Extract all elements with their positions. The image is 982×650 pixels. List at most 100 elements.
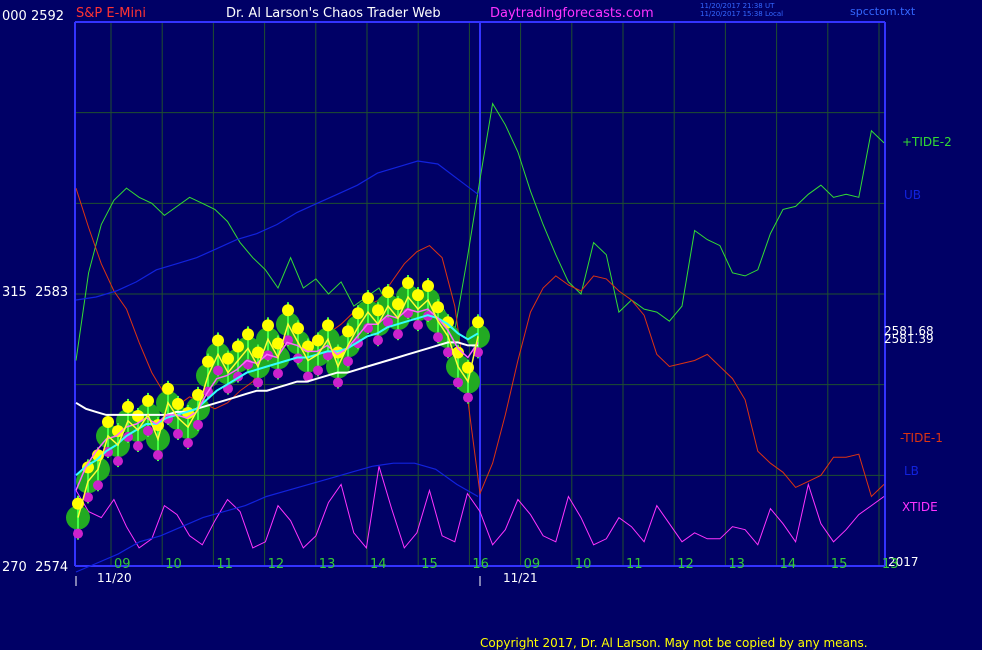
high-dot	[252, 346, 264, 359]
label-tide2: +TIDE-2	[902, 135, 952, 149]
high-dot	[212, 334, 224, 347]
low-dot	[463, 392, 473, 403]
y-label-mid: 315 2583	[2, 285, 68, 300]
low-dot	[453, 377, 463, 388]
low-dot	[133, 441, 143, 451]
hour-tick-label: 13	[728, 557, 745, 572]
lower-band-line	[75, 462, 479, 573]
high-dot	[402, 277, 414, 290]
high-dot	[132, 410, 144, 422]
copyright: Copyright 2017, Dr. Al Larson. May not b…	[480, 636, 868, 650]
date-label-2: 11/21	[503, 571, 538, 585]
high-dot	[392, 298, 404, 311]
axes	[74, 21, 886, 586]
timestamp-local: 11/20/2017 15:38 Local	[700, 10, 783, 18]
year-label: 2017	[888, 555, 919, 569]
low-dot	[193, 419, 203, 430]
y-label-bottom: 270 2574	[2, 560, 68, 575]
timestamp-utc: 11/20/2017 21:38 UT	[700, 2, 775, 10]
low-dot	[273, 368, 283, 379]
low-dot	[253, 377, 263, 388]
high-dot	[282, 304, 294, 317]
low-dot	[153, 450, 163, 461]
price-label-high: 2581.68	[884, 324, 934, 338]
high-dot	[372, 304, 384, 317]
hour-tick-label: 14	[780, 557, 797, 572]
high-dot	[232, 340, 244, 353]
high-dot	[352, 307, 364, 320]
high-dot	[222, 352, 234, 365]
hour-tick-label: 12	[268, 557, 285, 572]
high-dot	[442, 316, 454, 329]
high-dot	[342, 325, 354, 338]
file-label: spcctom.txt	[850, 5, 916, 18]
high-dot	[312, 334, 324, 347]
mid-average-line	[75, 314, 479, 477]
high-dot	[362, 292, 374, 305]
low-dot	[313, 365, 323, 376]
xtide-line	[75, 466, 885, 550]
high-dot	[242, 328, 254, 341]
low-dot	[213, 365, 223, 376]
tide1-line	[75, 188, 885, 498]
low-dot	[113, 456, 123, 467]
high-dot	[262, 319, 274, 332]
high-dot	[142, 394, 154, 407]
low-dot	[73, 528, 83, 539]
high-dot	[292, 322, 304, 335]
low-dot	[303, 371, 313, 382]
slow-average-line	[75, 341, 478, 416]
low-dot	[93, 480, 103, 491]
high-dot	[122, 400, 134, 413]
hour-tick-label: 13	[882, 557, 899, 572]
hour-tick-label: 15	[831, 557, 848, 572]
low-dot	[83, 492, 93, 503]
high-dot	[382, 286, 394, 299]
high-dot	[202, 355, 214, 368]
high-dot	[162, 382, 174, 395]
hour-tick-label: 09	[524, 557, 541, 572]
high-dot	[422, 280, 434, 293]
hour-tick-label: 14	[370, 557, 387, 572]
left-axis-top-label: 000 2592	[2, 9, 64, 24]
hour-tick-label: 11	[626, 557, 643, 572]
hour-tick-label: 16	[472, 557, 489, 572]
low-dot	[413, 320, 423, 331]
site-title: Dr. Al Larson's Chaos Trader Web	[226, 6, 441, 21]
high-dot	[102, 416, 114, 429]
hour-tick-label: 10	[165, 557, 182, 572]
low-dot	[383, 317, 393, 328]
hour-tick-labels: 09 10 11 12 13 14 15 16 09 10 11 12 13 14 15 13	[114, 557, 899, 572]
hour-tick-label: 09	[114, 557, 131, 572]
tide2-line	[75, 102, 885, 361]
hour-tick-label: 15	[421, 557, 438, 572]
price-label-low: 2581.39	[884, 332, 934, 346]
fast-average-line	[75, 308, 479, 491]
hour-tick-label: 13	[319, 557, 336, 572]
hour-tick-label: 12	[677, 557, 694, 572]
series-group	[66, 102, 885, 573]
high-dot	[432, 301, 444, 314]
low-dot	[173, 428, 183, 439]
low-dot	[343, 356, 353, 367]
low-dot	[143, 425, 153, 436]
instrument-label: S&P E-Mini	[76, 6, 146, 21]
date-label-1: 11/20	[97, 571, 132, 585]
high-dot	[112, 425, 124, 438]
price-line	[77, 295, 479, 518]
low-dot	[333, 377, 343, 388]
low-dot	[183, 437, 193, 448]
label-lb: LB	[904, 464, 919, 478]
upper-band-line	[75, 160, 479, 301]
high-dot	[472, 316, 484, 329]
label-ub: UB	[904, 188, 921, 202]
low-dot	[393, 329, 403, 340]
low-dot	[433, 332, 443, 343]
hour-tick-label: 11	[216, 557, 233, 572]
hour-tick-label: 10	[575, 557, 592, 572]
low-dot	[373, 335, 383, 346]
high-dot	[172, 397, 184, 410]
label-tide1: -TIDE-1	[900, 431, 943, 445]
